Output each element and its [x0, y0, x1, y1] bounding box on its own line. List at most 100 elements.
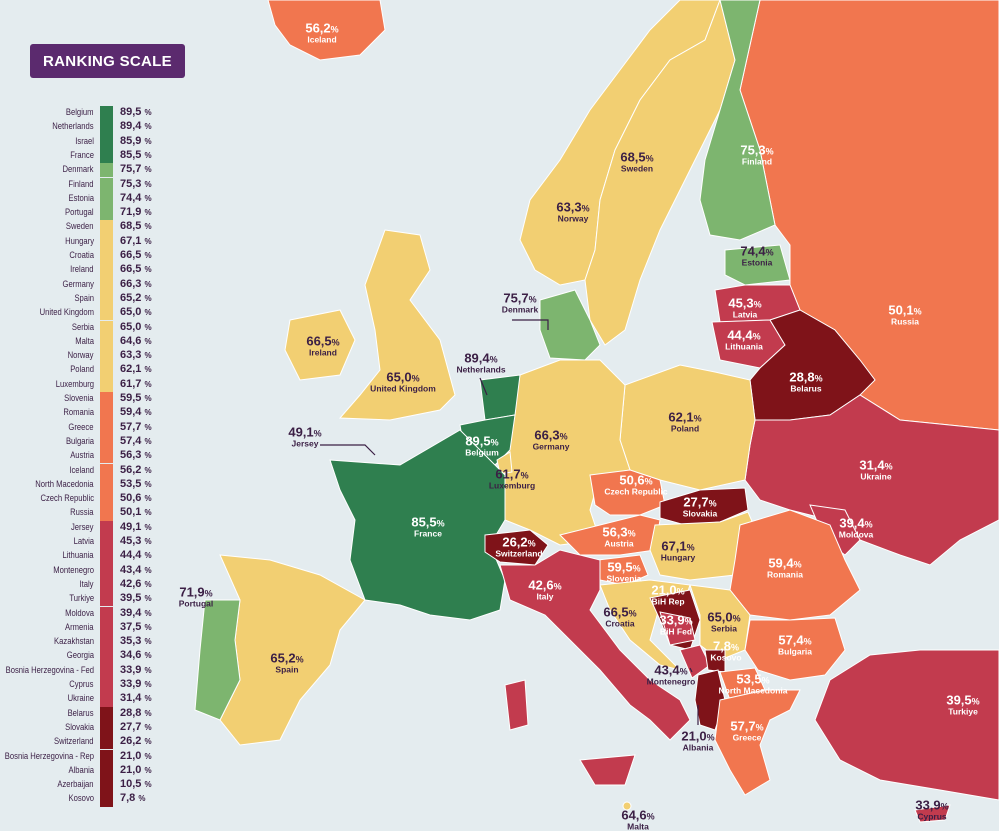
- country-name: Croatia: [605, 618, 635, 629]
- country-name: Russia: [891, 316, 919, 327]
- scale-row: Kazakhstan 35,3 %: [0, 635, 160, 650]
- country-name: Bulgaria: [777, 646, 813, 657]
- map-label-cyprus: 33,9% Cyprus: [915, 799, 948, 822]
- country-value: 89,5%: [465, 433, 499, 449]
- scale-value: 64,6 %: [120, 334, 152, 347]
- scale-color-swatch: [100, 749, 113, 764]
- country-name: Italy: [536, 591, 554, 602]
- country-name: Switzerland: [495, 548, 543, 559]
- scale-color-swatch: [100, 106, 113, 121]
- country-value: 21,0%: [651, 582, 685, 598]
- scale-value: 44,4 %: [120, 549, 152, 562]
- country-name: Luxemburg: [488, 480, 536, 491]
- country-value: 56,2%: [305, 20, 339, 36]
- scale-country-name: Lithuania: [62, 550, 94, 561]
- region-netherlands: [479, 374, 521, 421]
- scale-value: 43,4 %: [120, 563, 152, 576]
- country-name: Hungary: [660, 552, 696, 563]
- scale-color-swatch: [100, 206, 113, 221]
- scale-color-swatch: [100, 306, 113, 321]
- scale-country-name: France: [70, 149, 94, 160]
- region-france: [329, 429, 506, 621]
- scale-row: Austria 56,3 %: [0, 449, 160, 464]
- country-value: 56,3%: [602, 524, 636, 540]
- scale-country-name: Bosnia Herzegovina - Fed: [5, 664, 94, 675]
- region-ireland: [284, 309, 356, 381]
- scale-color-swatch: [100, 263, 113, 278]
- country-value: 66,5%: [306, 333, 340, 349]
- map-label-turkiye: 39,5% Turkiye: [946, 694, 979, 717]
- map-label-romania: 59,4% Romania: [767, 557, 803, 580]
- scale-value: 75,3 %: [120, 177, 152, 190]
- scale-value: 66,5 %: [120, 263, 152, 276]
- scale-color-swatch: [100, 520, 113, 535]
- country-value: 75,3%: [740, 142, 774, 158]
- country-value: 85,5%: [411, 514, 445, 530]
- country-value: 61,7%: [495, 466, 529, 482]
- scale-country-name: Moldova: [65, 607, 94, 618]
- scale-row: North Macedonia 53,5 %: [0, 477, 160, 493]
- ranking-scale-title: RANKING SCALE: [30, 44, 185, 78]
- map-label-russia: 50,1% Russia: [888, 304, 921, 327]
- scale-value: 35,3 %: [120, 635, 152, 648]
- map-label-slovakia: 27,7% Slovakia: [683, 496, 718, 519]
- country-value: 65,0%: [707, 609, 741, 625]
- scale-row: Turkiye 39,5 %: [0, 592, 160, 607]
- scale-color-swatch: [100, 406, 113, 421]
- scale-color-swatch: [100, 706, 113, 721]
- map-label-serbia: 65,0% Serbia: [707, 611, 740, 634]
- scale-value: 28,8 %: [120, 706, 152, 719]
- scale-country-name: Jersey: [71, 521, 94, 532]
- country-name: Estonia: [741, 257, 773, 268]
- map-label-norway: 63,3% Norway: [556, 201, 589, 224]
- scale-color-swatch: [100, 506, 113, 521]
- scale-row: Romania 59,4 %: [0, 406, 160, 421]
- scale-color-swatch: [100, 763, 113, 779]
- country-name: Turkiye: [948, 706, 978, 717]
- country-name: BiH Rep: [651, 596, 685, 607]
- scale-row: Luxemburg 61,7 %: [0, 377, 160, 392]
- scale-country-name: Turkiye: [69, 593, 94, 604]
- country-name: Malta: [627, 821, 649, 831]
- scale-color-swatch: [100, 477, 113, 493]
- country-name: United Kingdom: [370, 383, 436, 394]
- scale-country-name: Sweden: [66, 221, 94, 232]
- scale-country-name: Netherlands: [52, 121, 94, 132]
- scale-row: United Kingdom 65,0 %: [0, 306, 160, 321]
- country-value: 63,3%: [556, 199, 590, 215]
- scale-row: Russia 50,1 %: [0, 506, 160, 521]
- scale-country-name: Bulgaria: [65, 435, 94, 446]
- scale-color-swatch: [100, 649, 113, 664]
- scale-row: Georgia 34,6 %: [0, 649, 160, 664]
- scale-row: Slovenia 59,5 %: [0, 392, 160, 407]
- scale-value: 63,3 %: [120, 349, 152, 362]
- scale-country-name: Norway: [68, 350, 94, 361]
- map-label-hungary: 67,1% Hungary: [661, 540, 695, 563]
- scale-row: Lithuania 44,4 %: [0, 549, 160, 564]
- scale-row: Bosnia Herzegovina - Fed 33,9 %: [0, 663, 160, 678]
- map-label-bih-rep: 21,0% BiH Rep: [651, 584, 684, 607]
- scale-color-swatch: [100, 592, 113, 607]
- scale-value: 33,9 %: [120, 663, 152, 676]
- region-denmark: [539, 289, 601, 361]
- scale-value: 66,5 %: [120, 249, 152, 261]
- scale-color-swatch: [100, 692, 113, 707]
- country-value: 50,6%: [619, 472, 653, 488]
- scale-color-swatch: [100, 720, 113, 736]
- country-name: Spain: [275, 664, 299, 675]
- country-value: 33,9%: [915, 797, 949, 813]
- country-name: Sweden: [620, 163, 654, 174]
- scale-country-name: Bosnia Herzegovina - Rep: [4, 750, 94, 761]
- scale-country-name: Luxemburg: [55, 378, 94, 389]
- map-label-estonia: 74,4% Estonia: [740, 245, 773, 268]
- scale-value: 26,2 %: [120, 735, 152, 748]
- scale-row: Estonia 74,4 %: [0, 191, 160, 207]
- scale-value: 50,6 %: [120, 492, 152, 505]
- scale-country-name: United Kingdom: [39, 307, 94, 318]
- map-label-portugal: 71,9% Portugal: [179, 586, 213, 609]
- scale-value: 67,1 %: [120, 234, 152, 247]
- scale-value: 61,7 %: [120, 377, 152, 390]
- scale-value: 57,7 %: [120, 420, 152, 433]
- scale-color-swatch: [100, 735, 113, 750]
